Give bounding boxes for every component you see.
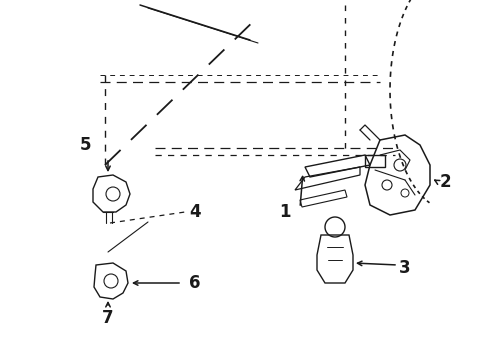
Text: 6: 6 xyxy=(189,274,201,292)
Text: 1: 1 xyxy=(279,203,291,221)
Text: 2: 2 xyxy=(439,173,451,191)
Text: 3: 3 xyxy=(399,259,411,277)
Text: 4: 4 xyxy=(189,203,201,221)
Text: 7: 7 xyxy=(102,309,114,327)
Text: 5: 5 xyxy=(79,136,91,154)
